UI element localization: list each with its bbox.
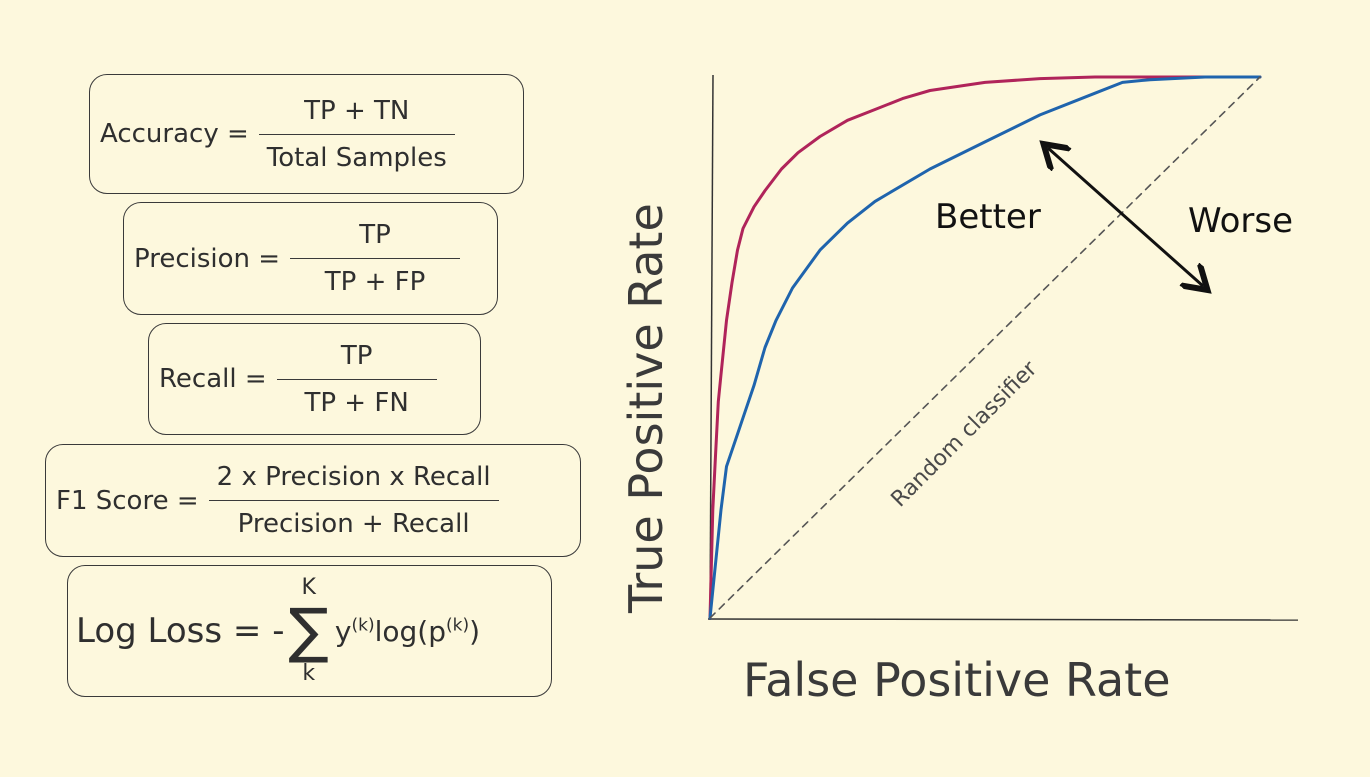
logloss-formula-box: Log Loss = - K ∑ k y(k)log(p(k)) bbox=[67, 565, 552, 697]
y-term: y bbox=[334, 614, 352, 648]
f1-formula-box: F1 Score = 2 x Precision x Recall Precis… bbox=[45, 444, 581, 557]
f1-numerator: 2 x Precision x Recall bbox=[216, 462, 491, 492]
fraction-bar bbox=[208, 500, 499, 501]
precision-fraction: TP TP + FP bbox=[290, 218, 461, 299]
accuracy-lhs: Accuracy = bbox=[100, 119, 249, 149]
precision-lhs: Precision = bbox=[134, 243, 281, 274]
accuracy-numerator: TP + TN bbox=[304, 95, 410, 126]
better-label: Better bbox=[935, 197, 1041, 237]
x-axis-label: False Positive Rate bbox=[743, 653, 1171, 707]
recall-denominator: TP + FN bbox=[304, 387, 409, 418]
fraction-bar bbox=[258, 133, 455, 135]
precision-denominator: TP + FP bbox=[324, 267, 426, 297]
logloss-expression: y(k)log(p(k)) bbox=[335, 615, 480, 648]
y-axis-label: True Positive Rate bbox=[619, 203, 673, 614]
y-axis bbox=[709, 74, 714, 621]
f1-fraction: 2 x Precision x Recall Precision + Recal… bbox=[208, 460, 499, 541]
sum-lower-limit: k bbox=[302, 661, 316, 686]
accuracy-denominator: Total Samples bbox=[266, 142, 447, 173]
f1-denominator: Precision + Recall bbox=[237, 509, 470, 539]
roc-chart: Random classifier Better Worse True Posi… bbox=[619, 74, 1299, 707]
y-superscript: (k) bbox=[351, 615, 375, 636]
accuracy-formula-box: Accuracy = TP + TN Total Samples bbox=[89, 74, 524, 194]
precision-numerator: TP bbox=[359, 220, 391, 250]
recall-formula-box: Recall = TP TP + FN bbox=[148, 323, 481, 435]
roc-curve-blue bbox=[708, 75, 1262, 620]
worse-label: Worse bbox=[1188, 201, 1293, 241]
roc-curve-red bbox=[708, 75, 1262, 620]
recall-numerator: TP bbox=[340, 340, 373, 371]
fraction-bar bbox=[290, 258, 461, 259]
f1-lhs: F1 Score = bbox=[56, 485, 199, 516]
series-layer bbox=[708, 75, 1262, 620]
summation: K ∑ k bbox=[288, 577, 328, 685]
x-axis bbox=[707, 618, 1299, 621]
random-classifier-label: Random classifier bbox=[887, 356, 1043, 512]
better-worse-arrow bbox=[1048, 148, 1203, 286]
sigma-symbol: ∑ bbox=[288, 596, 329, 666]
recall-lhs: Recall = bbox=[159, 364, 267, 394]
precision-formula-box: Precision = TP TP + FP bbox=[123, 202, 498, 315]
recall-fraction: TP TP + FN bbox=[276, 339, 437, 420]
sum-upper-limit: K bbox=[301, 575, 316, 600]
log-term: log(p bbox=[374, 614, 446, 648]
logloss-lhs: Log Loss = - bbox=[76, 611, 285, 651]
accuracy-fraction: TP + TN Total Samples bbox=[258, 94, 455, 175]
p-superscript: (k) bbox=[446, 615, 470, 636]
close-paren: ) bbox=[469, 614, 481, 648]
fraction-bar bbox=[276, 378, 437, 380]
